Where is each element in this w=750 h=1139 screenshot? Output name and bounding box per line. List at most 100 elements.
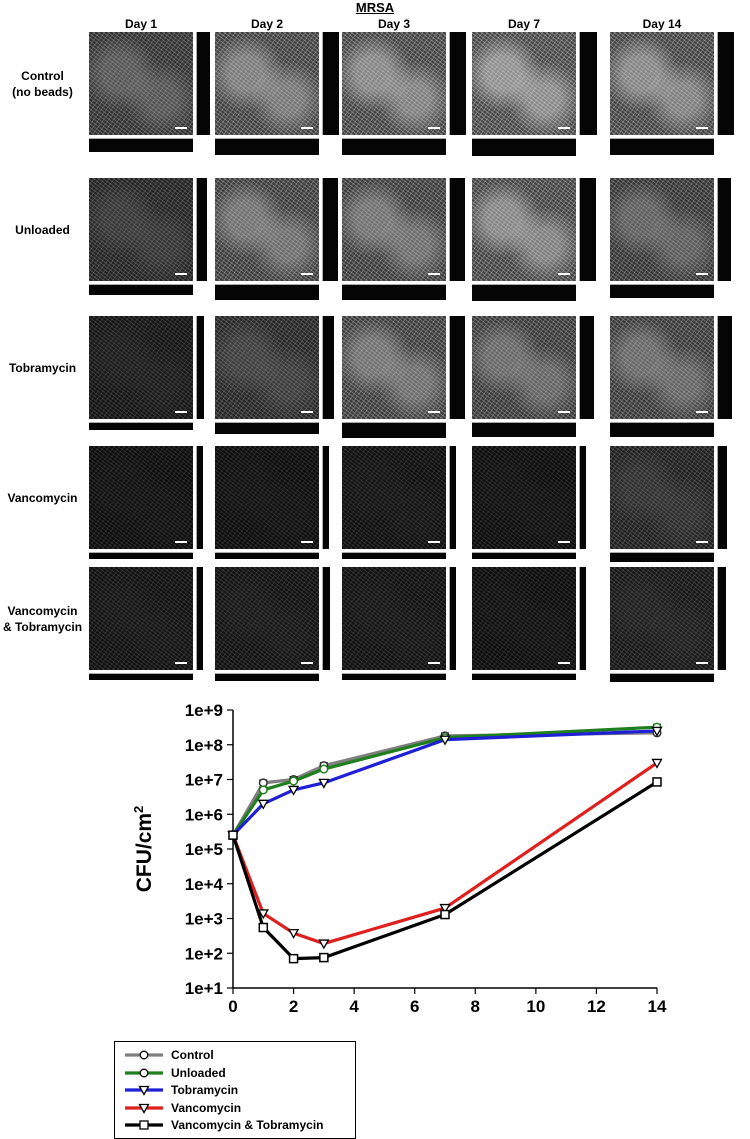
orthogonal-side-view <box>449 32 466 135</box>
confocal-image <box>342 567 446 670</box>
row-label-line: (no beads) <box>12 84 73 99</box>
confocal-image <box>89 32 193 135</box>
legend-marker <box>138 1103 150 1114</box>
row-label: Control (no beads) <box>0 68 85 100</box>
orthogonal-bottom-view <box>215 552 319 559</box>
data-point <box>318 939 330 950</box>
y-axis-label: CFU/cm2 <box>131 806 156 893</box>
orthogonal-side-view <box>322 178 338 281</box>
orthogonal-side-view <box>579 32 597 135</box>
orthogonal-side-view <box>717 316 732 419</box>
scale-bar <box>428 411 440 413</box>
data-point <box>258 922 269 933</box>
scale-bar <box>696 127 708 129</box>
scale-bar <box>301 411 313 413</box>
orthogonal-side-view <box>196 567 203 670</box>
orthogonal-side-view <box>579 178 596 281</box>
row-label: Vancomycin & Tobramycin <box>0 603 85 635</box>
y-tick-label: 1e+7 <box>185 771 223 790</box>
day-label: Day 3 <box>377 17 411 31</box>
y-tick-label: 1e+5 <box>185 840 223 859</box>
data-point <box>258 785 268 795</box>
row-label: Unloaded <box>0 222 85 238</box>
data-point <box>440 909 450 920</box>
confocal-image <box>215 316 319 419</box>
x-tick-label: 10 <box>526 997 545 1016</box>
orthogonal-bottom-view <box>89 552 193 559</box>
orthogonal-side-view <box>449 178 465 281</box>
y-tick-label: 1e+3 <box>185 910 223 929</box>
orthogonal-bottom-view <box>342 284 446 300</box>
row-label: Vancomycin <box>0 490 85 506</box>
day-label: Day 2 <box>250 17 284 31</box>
orthogonal-bottom-view <box>215 138 319 155</box>
confocal-image <box>472 32 576 135</box>
legend-marker <box>139 1050 149 1060</box>
confocal-image <box>215 32 319 135</box>
series-line <box>231 780 658 961</box>
confocal-image <box>610 446 714 549</box>
confocal-image <box>472 316 576 419</box>
cfu-line-chart: 1e+1 1e+2 1e+3 1e+4 1e+5 1e+6 1e+7 1e+8 1e+9 0 2 4 6… <box>131 701 667 1030</box>
x-tick-label: 8 <box>471 997 480 1016</box>
confocal-image <box>610 32 714 135</box>
legend-swatch <box>125 1068 163 1077</box>
y-tick-label: 1e+4 <box>185 875 224 894</box>
orthogonal-bottom-view <box>89 673 193 680</box>
orthogonal-side-view <box>322 567 330 670</box>
y-tick-label: 1e+2 <box>185 944 223 963</box>
legend-swatch <box>125 1050 163 1060</box>
day-label: Day 7 <box>507 17 541 31</box>
confocal-image <box>472 178 576 281</box>
orthogonal-bottom-view <box>342 422 446 438</box>
data-point <box>439 903 451 914</box>
scale-bar <box>696 273 708 275</box>
data-point <box>319 952 329 963</box>
orthogonal-side-view <box>717 567 726 670</box>
orthogonal-bottom-view <box>472 422 576 437</box>
data-point <box>651 726 663 737</box>
y-tick-label: 1e+8 <box>185 736 223 755</box>
orthogonal-bottom-view <box>215 422 319 434</box>
orthogonal-bottom-view <box>610 422 714 437</box>
legend-swatch <box>125 1103 163 1114</box>
confocal-image <box>215 178 319 281</box>
data-point <box>288 953 299 964</box>
legend-swatch <box>125 1085 163 1096</box>
day-label: Day 14 <box>642 17 682 31</box>
orthogonal-bottom-view <box>89 138 193 152</box>
x-tick-label: 14 <box>648 997 667 1016</box>
scale-bar <box>175 273 187 275</box>
confocal-image <box>89 178 193 281</box>
y-axis-label-base: CFU/cm <box>133 813 156 892</box>
scale-bar <box>175 411 187 413</box>
scale-bar <box>175 127 187 129</box>
confocal-image <box>89 567 193 670</box>
scale-bar <box>558 127 570 129</box>
x-tick-label: 6 <box>410 997 419 1016</box>
orthogonal-bottom-view <box>610 552 714 562</box>
orthogonal-side-view <box>579 567 586 670</box>
scale-bar <box>558 411 570 413</box>
orthogonal-side-view <box>717 32 734 135</box>
confocal-image <box>610 316 714 419</box>
legend-marker <box>139 1068 149 1077</box>
x-tick-label: 4 <box>349 997 359 1016</box>
series-line <box>231 729 658 837</box>
orthogonal-side-view <box>449 316 465 419</box>
y-tick-label: 1e+6 <box>185 805 223 824</box>
confocal-image <box>610 567 714 670</box>
series-line <box>231 725 658 837</box>
legend-label: Tobramycin <box>171 1083 239 1097</box>
orthogonal-bottom-view <box>89 284 193 295</box>
legend-label: Control <box>171 1048 214 1062</box>
confocal-image <box>610 178 714 281</box>
scale-bar <box>428 273 440 275</box>
confocal-image <box>89 316 193 419</box>
figure-title: MRSA <box>355 0 395 15</box>
orthogonal-side-view <box>579 316 594 419</box>
data-point <box>651 758 663 769</box>
orthogonal-bottom-view <box>342 673 446 680</box>
scale-bar <box>558 662 570 664</box>
legend-label: Vancomycin & Tobramycin <box>171 1118 324 1132</box>
